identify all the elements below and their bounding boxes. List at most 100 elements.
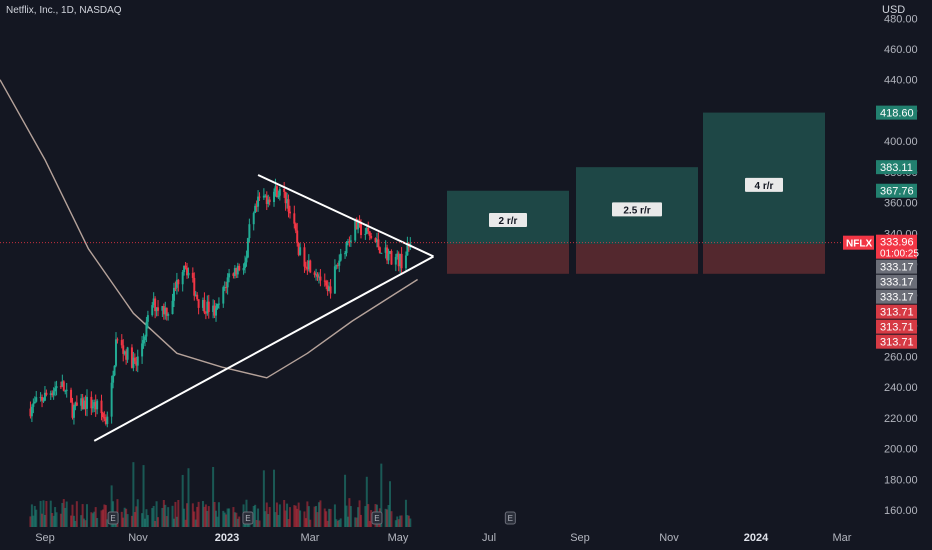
candle-body <box>51 393 54 396</box>
volume-bar <box>370 510 373 527</box>
candle-body <box>91 406 94 409</box>
volume-bar <box>183 508 186 527</box>
volume-bar <box>357 507 360 527</box>
candle-body <box>377 239 380 248</box>
volume-bar <box>194 519 197 527</box>
candle-body <box>75 402 78 406</box>
volume-bar <box>399 515 402 527</box>
candle-body <box>55 386 58 389</box>
candle-body <box>213 305 216 316</box>
volume-bar <box>319 500 322 527</box>
candle-body <box>257 196 260 207</box>
volume-bar <box>157 517 160 527</box>
candle-body <box>265 195 268 204</box>
stop-price-label: 313.71 <box>880 337 914 349</box>
volume-bar <box>104 505 107 527</box>
candle-body <box>268 199 271 203</box>
rr-label: 2 r/r <box>499 216 518 227</box>
candle-body <box>135 361 138 366</box>
volume-bar <box>299 510 302 527</box>
volume-bar <box>213 501 216 527</box>
volume-bar <box>355 517 358 527</box>
candle-body <box>146 315 149 322</box>
candle-body <box>172 287 175 301</box>
candle-body <box>304 266 307 268</box>
volume-bar <box>215 510 218 527</box>
volume-bar <box>364 506 367 527</box>
candle-body <box>216 303 219 308</box>
x-tick-label: Nov <box>128 532 148 544</box>
volume-bar <box>333 504 336 527</box>
x-tick-label: Nov <box>659 532 679 544</box>
volume-bar <box>110 485 113 527</box>
volume-bar <box>267 514 270 527</box>
candle-body <box>29 408 32 417</box>
candle-body <box>255 205 258 207</box>
y-tick-label: 400.00 <box>884 136 918 148</box>
volume-bar <box>225 514 228 527</box>
candle-body <box>197 299 200 308</box>
volume-bar <box>288 507 291 527</box>
stop-price-label-bg <box>876 334 917 349</box>
candle-body <box>254 205 257 213</box>
candle-body <box>59 386 62 388</box>
volume-bar <box>85 504 88 527</box>
earnings-marker <box>504 511 516 525</box>
volume-bar <box>90 512 93 527</box>
candle-body <box>386 247 389 261</box>
candle-body <box>299 247 302 255</box>
candle-body <box>104 418 107 424</box>
candle-body <box>235 268 238 275</box>
time-axis: Sep Nov 2023 Mar May Jul Sep Nov 2024 Mar <box>35 532 852 544</box>
volume-bar <box>155 501 158 527</box>
volume-bar <box>84 520 87 527</box>
y-tick-label: 200.00 <box>884 444 918 456</box>
volume-bar <box>52 515 55 527</box>
candle-body <box>294 223 297 231</box>
volume-bar <box>184 519 187 527</box>
candle-body <box>65 389 68 391</box>
volume-bar <box>409 518 412 527</box>
volume-bar <box>315 506 318 527</box>
volume-bar <box>81 504 84 527</box>
volume-bar <box>328 508 331 527</box>
volume-bar <box>33 505 36 527</box>
candle-body <box>122 345 125 354</box>
candle-body <box>217 303 220 305</box>
volume-bar <box>313 506 316 527</box>
candle-body <box>287 199 290 212</box>
volume-bar <box>407 515 410 527</box>
volume-bar <box>400 515 403 527</box>
candle-body <box>35 397 38 402</box>
volume-bar <box>206 510 209 527</box>
volume-bar <box>145 509 148 527</box>
candle-body <box>183 265 186 273</box>
volume-bar <box>348 498 351 527</box>
candle-body <box>264 195 267 197</box>
candle-body <box>262 195 265 198</box>
volume-bar <box>338 519 341 527</box>
candle-body <box>315 274 318 276</box>
candle-body <box>323 280 326 282</box>
stop-price-label-bg <box>876 304 917 319</box>
volume-bar <box>161 507 164 527</box>
candle-body <box>90 396 93 409</box>
candle-body <box>242 267 245 271</box>
rr-label-bg <box>489 212 527 227</box>
volume-bar <box>41 513 44 527</box>
candle-body <box>130 347 133 368</box>
volume-bar <box>101 509 104 527</box>
volume-bar <box>386 509 389 527</box>
earnings-marker <box>107 511 119 525</box>
candle-body <box>54 388 57 392</box>
current-price-label-bg <box>876 234 917 259</box>
entry-price-label: 333.17 <box>880 277 914 289</box>
candle-body <box>399 253 402 267</box>
candle-body <box>228 273 231 278</box>
candle-body <box>365 227 368 234</box>
candle-body <box>389 250 392 254</box>
candle-body <box>151 305 154 316</box>
candle-body <box>284 191 287 204</box>
